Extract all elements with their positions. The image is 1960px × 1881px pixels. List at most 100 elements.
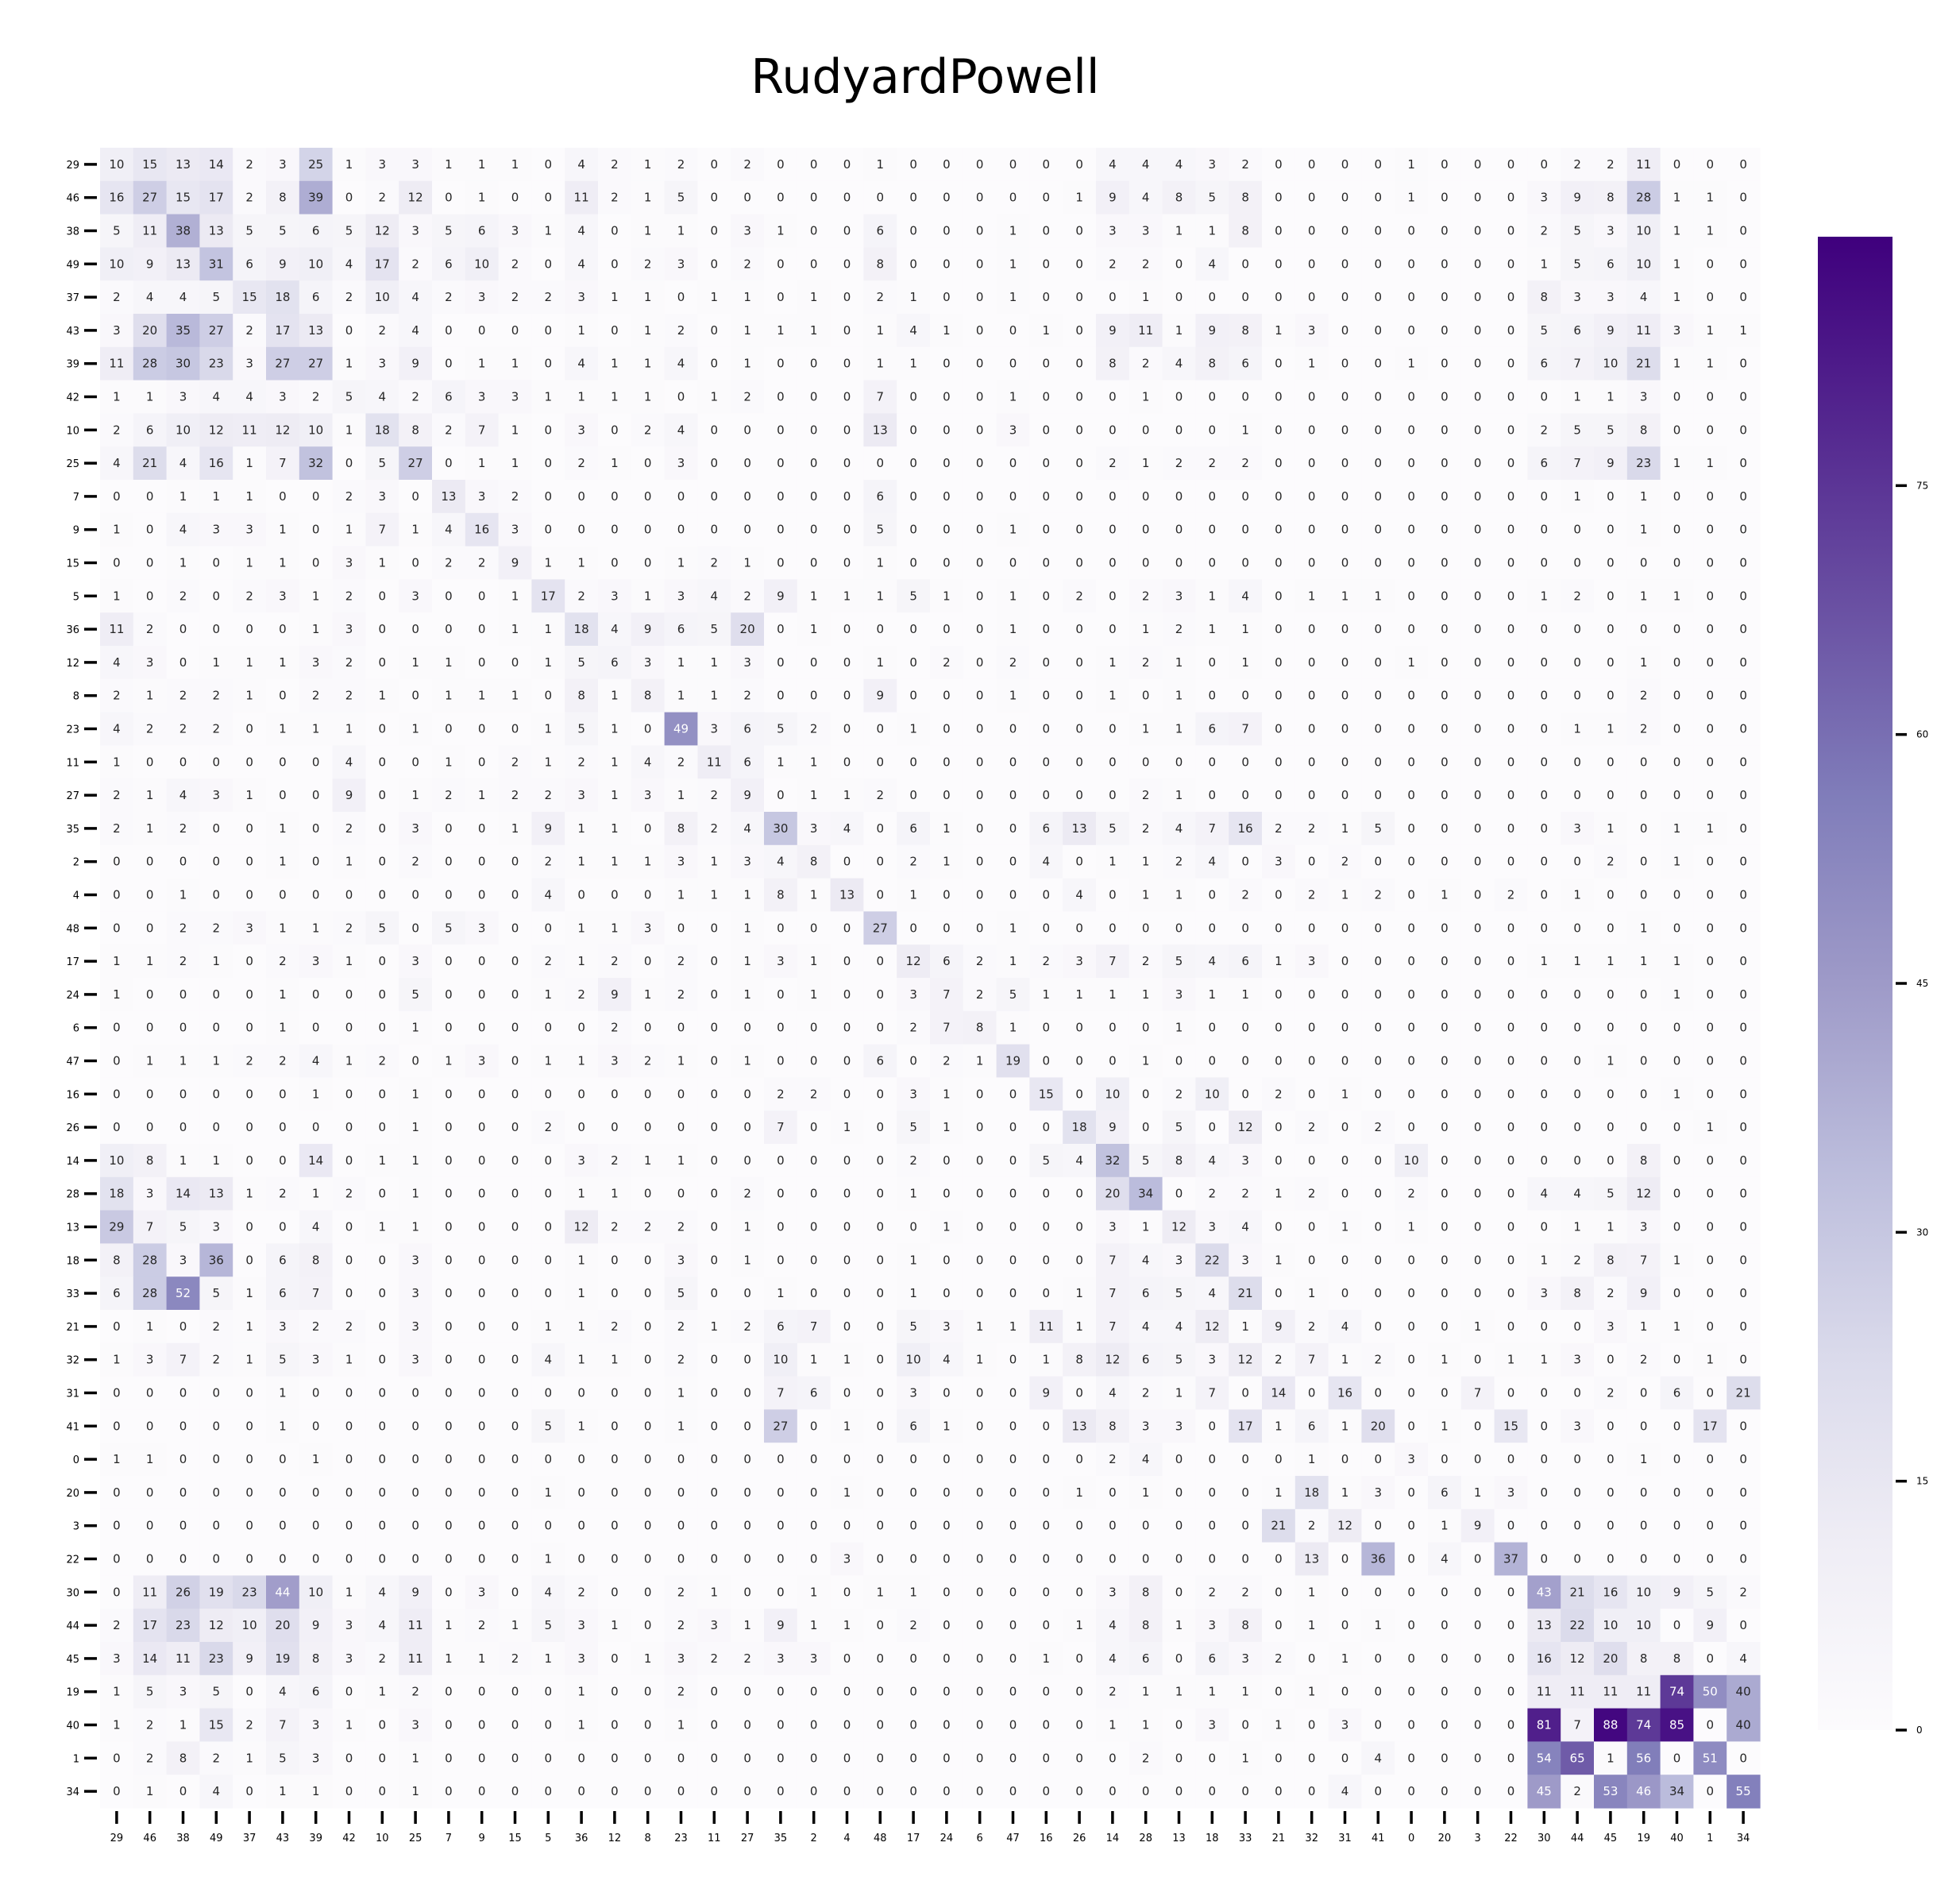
cell-value-label: 1 <box>213 1054 221 1068</box>
cell-value-label: 0 <box>1375 1386 1383 1400</box>
cell-value-label: 0 <box>1541 1519 1549 1533</box>
cell-value-label: 0 <box>1707 157 1715 172</box>
cell-value-label: 2 <box>1241 456 1249 470</box>
cell-value-label: 0 <box>1441 855 1449 869</box>
cell-value-label: 3 <box>810 1651 818 1666</box>
cell-value-label: 0 <box>478 1751 486 1765</box>
cell-value-label: 3 <box>743 655 751 670</box>
cell-value-label: 0 <box>1441 1220 1449 1234</box>
heatmap-cell <box>664 148 698 182</box>
cell-value-label: 18 <box>275 290 290 304</box>
cell-value-label: 3 <box>478 1585 486 1599</box>
cell-value-label: 0 <box>976 1419 984 1433</box>
cell-value-label: 0 <box>711 1087 719 1101</box>
cell-value-label: 0 <box>1009 788 1017 802</box>
cell-value-label: 3 <box>379 157 387 172</box>
cell-value-label: 0 <box>1673 1021 1681 1035</box>
cell-value-label: 4 <box>1209 1286 1217 1300</box>
cell-value-label: 8 <box>1573 1286 1581 1300</box>
cell-value-label: 0 <box>1375 788 1383 802</box>
cell-value-label: 0 <box>1707 954 1715 968</box>
cell-value-label: 0 <box>1507 1054 1515 1068</box>
cell-value-label: 0 <box>146 523 154 537</box>
cell-value-label: 1 <box>1009 224 1017 238</box>
cell-value-label: 0 <box>1673 489 1681 504</box>
cell-value-label: 6 <box>445 390 453 404</box>
cell-value-label: 0 <box>877 987 885 1002</box>
cell-value-label: 0 <box>1009 1618 1017 1632</box>
cell-value-label: 3 <box>1142 224 1150 238</box>
cell-value-label: 0 <box>1573 1120 1581 1134</box>
cell-value-label: 0 <box>478 1319 486 1334</box>
cell-value-label: 0 <box>1441 954 1449 968</box>
cell-value-label: 0 <box>1175 1651 1183 1666</box>
cell-value-label: 1 <box>245 655 253 670</box>
cell-value-label: 6 <box>1043 821 1051 836</box>
cell-value-label: 0 <box>577 1021 585 1035</box>
cell-value-label: 0 <box>976 622 984 636</box>
cell-value-label: 0 <box>1640 1120 1648 1134</box>
cell-value-label: 4 <box>1109 157 1117 172</box>
cell-value-label: 0 <box>1507 821 1515 836</box>
cell-value-label: 0 <box>1375 1519 1383 1533</box>
cell-value-label: 32 <box>1105 1153 1120 1168</box>
cell-value-label: 0 <box>445 1286 453 1300</box>
cell-value-label: 0 <box>1739 489 1747 504</box>
cell-value-label: 0 <box>213 1386 221 1400</box>
cell-value-label: 2 <box>1640 722 1648 736</box>
cell-value-label: 1 <box>1541 589 1549 603</box>
cell-value-label: 10 <box>1404 1153 1419 1168</box>
cell-value-label: 28 <box>142 357 157 371</box>
heatmap-cell <box>465 247 500 281</box>
cell-value-label: 0 <box>1075 423 1083 437</box>
cell-value-label: 2 <box>478 556 486 570</box>
cell-value-label: 0 <box>611 1087 619 1101</box>
cell-value-label: 1 <box>577 954 585 968</box>
cell-value-label: 12 <box>1205 1319 1220 1334</box>
cell-value-label: 0 <box>1275 755 1283 769</box>
cell-value-label: 0 <box>1109 1751 1117 1765</box>
cell-value-label: 1 <box>345 722 353 736</box>
cell-value-label: 0 <box>1673 788 1681 802</box>
cell-value-label: 0 <box>909 523 917 537</box>
heatmap-cell <box>133 247 168 281</box>
cell-value-label: 0 <box>1275 1552 1283 1566</box>
cell-value-label: 0 <box>213 622 221 636</box>
cell-value-label: 0 <box>976 1485 984 1500</box>
cell-value-label: 1 <box>711 390 719 404</box>
cell-value-label: 0 <box>545 1685 553 1699</box>
cell-value-label: 0 <box>1341 323 1349 338</box>
cell-value-label: 0 <box>445 1353 453 1367</box>
cell-value-label: 2 <box>1607 157 1615 172</box>
cell-value-label: 0 <box>1375 523 1383 537</box>
cell-value-label: 11 <box>1138 323 1153 338</box>
cell-value-label: 0 <box>1474 1253 1482 1267</box>
cell-value-label: 0 <box>345 191 353 205</box>
cell-value-label: 1 <box>1707 323 1715 338</box>
heatmap-cell <box>731 214 765 248</box>
cell-value-label: 0 <box>1009 1651 1017 1666</box>
cell-value-label: 14 <box>176 1187 191 1201</box>
cell-value-label: 1 <box>1241 1319 1249 1334</box>
cell-value-label: 0 <box>677 1784 685 1798</box>
cell-value-label: 3 <box>146 1187 154 1201</box>
cell-value-label: 3 <box>1209 1718 1217 1732</box>
cell-value-label: 0 <box>213 1419 221 1433</box>
cell-value-label: 0 <box>877 1751 885 1765</box>
cell-value-label: 12 <box>1636 1187 1651 1201</box>
heatmap-cell <box>598 180 632 215</box>
heatmap-cell <box>1428 214 1462 248</box>
cell-value-label: 0 <box>909 921 917 935</box>
cell-value-label: 2 <box>577 456 585 470</box>
heatmap-cell <box>166 148 200 182</box>
cell-value-label: 10 <box>1636 257 1651 271</box>
cell-value-label: 9 <box>777 589 785 603</box>
cell-value-label: 0 <box>943 1651 951 1666</box>
cell-value-label: 0 <box>943 456 951 470</box>
cell-value-label: 0 <box>1308 622 1316 636</box>
cell-value-label: 1 <box>279 655 287 670</box>
cell-value-label: 6 <box>478 224 486 238</box>
cell-value-label: 0 <box>1673 1618 1681 1632</box>
cell-value-label: 1 <box>1607 954 1615 968</box>
cell-value-label: 0 <box>312 788 320 802</box>
